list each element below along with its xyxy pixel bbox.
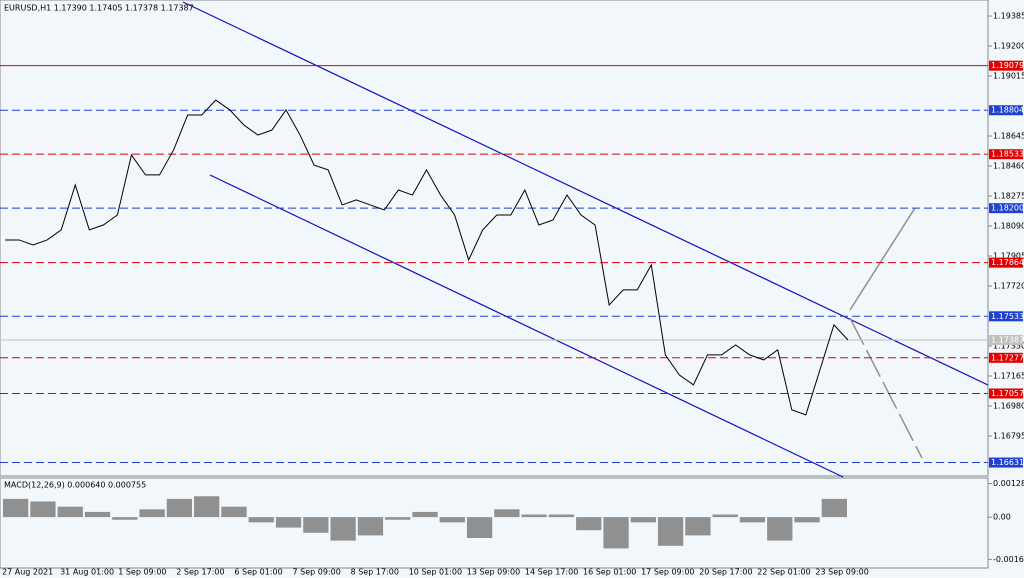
level-label: 1.17533: [991, 312, 1024, 321]
macd-bar: [30, 501, 56, 518]
x-tick-label: 13 Sep 09:00: [467, 568, 520, 577]
y-tick-label: 1.17720: [993, 281, 1024, 290]
y-tick-label: -0.001618: [993, 555, 1024, 564]
y-tick-label: 1.19015: [993, 72, 1024, 81]
y-tick-label: 1.18275: [993, 192, 1024, 201]
level-label-box: [989, 457, 1023, 468]
level-label-box: [989, 105, 1023, 116]
macd-bar: [248, 517, 274, 523]
x-tick-label: 1 Sep 09:00: [118, 568, 166, 577]
y-tick-label: 1.18090: [993, 222, 1024, 231]
level-label-box: [989, 352, 1023, 363]
macd-bar: [494, 509, 520, 518]
macd-bar: [303, 517, 329, 533]
macd-bar: [57, 506, 83, 518]
x-tick-label: 17 Sep 09:00: [641, 568, 694, 577]
x-tick-label: 23 Sep 09:00: [815, 568, 868, 577]
x-tick-label: 10 Sep 01:00: [409, 568, 462, 577]
arrow-down: [849, 317, 923, 459]
y-tick-label: 1.16980: [993, 401, 1024, 410]
level-label-box: [989, 203, 1023, 214]
x-tick-label: 2 Sep 17:00: [176, 568, 224, 577]
macd-bar: [194, 496, 220, 518]
chart-title: EURUSD,H1 1.17390 1.17405 1.17378 1.1738…: [4, 4, 194, 13]
y-tick-label: 1.17350: [993, 341, 1024, 350]
level-label: 1.16631: [991, 458, 1024, 467]
level-label-box: [989, 60, 1023, 71]
macd-bar: [357, 517, 384, 536]
x-tick-label: 6 Sep 01:00: [234, 568, 282, 577]
level-label: 1.18533: [991, 150, 1024, 159]
macd-bar: [521, 514, 547, 518]
y-tick-label: 1.18645: [993, 132, 1024, 141]
level-label: 1.19079: [991, 61, 1024, 70]
x-tick-label: 27 Aug 2021: [2, 568, 53, 577]
macd-panel: [0, 477, 989, 569]
level-label: 1.17387: [991, 335, 1024, 344]
macd-bar: [385, 517, 411, 520]
macd-bar: [439, 517, 465, 523]
y-tick-label: 1.17165: [993, 371, 1024, 380]
macd-bar: [767, 517, 793, 541]
main-panel: [0, 0, 989, 477]
macd-bar: [166, 498, 193, 518]
channel-lower: [209, 174, 844, 478]
y-tick-label: 1.16795: [993, 431, 1024, 440]
macd-bar: [139, 509, 165, 518]
macd-bar: [330, 517, 356, 541]
level-label: 1.18200: [991, 204, 1024, 213]
level-label: 1.17864: [991, 258, 1024, 267]
macd-bar: [603, 517, 629, 549]
macd-bar: [548, 514, 575, 518]
macd-bar: [221, 506, 247, 518]
x-tick-label: 22 Sep 01:00: [757, 568, 810, 577]
macd-bar: [685, 517, 711, 536]
x-tick-label: 14 Sep 17:00: [525, 568, 578, 577]
arrow-up: [849, 207, 916, 311]
y-tick-label: 1.19385: [993, 12, 1024, 21]
macd-title: MACD(12,26,9) 0.000640 0.000755: [4, 481, 146, 490]
y-tick-label: 1.17905: [993, 251, 1024, 260]
level-label: 1.17277: [991, 353, 1024, 362]
level-label-box: [989, 257, 1023, 268]
macd-bar: [3, 498, 29, 518]
x-tick-label: 8 Sep 17:00: [351, 568, 399, 577]
macd-bar: [739, 517, 766, 523]
level-label: 1.18804: [991, 106, 1024, 115]
macd-bar: [712, 514, 738, 518]
macd-bar: [657, 517, 684, 546]
price-line: [5, 99, 849, 416]
macd-bar: [275, 517, 302, 528]
macd-bar: [466, 517, 493, 538]
level-label-box: [989, 149, 1023, 160]
level-label-box: [989, 311, 1023, 322]
macd-bar: [412, 511, 438, 518]
macd-bar: [576, 517, 602, 531]
y-tick-label: 1.18460: [993, 162, 1024, 171]
y-tick-label: 0.001285: [993, 479, 1024, 488]
y-tick-label: 1.19200: [993, 42, 1024, 51]
level-label-box: [989, 388, 1023, 399]
y-tick-label: 0.00: [993, 513, 1011, 522]
x-tick-label: 31 Aug 01:00: [60, 568, 114, 577]
x-tick-label: 16 Sep 01:00: [583, 568, 636, 577]
macd-bar: [630, 517, 656, 523]
level-label: 1.17057: [991, 389, 1024, 398]
macd-bar: [84, 511, 111, 518]
x-tick-label: 7 Sep 09:00: [293, 568, 341, 577]
macd-bar: [794, 517, 820, 523]
macd-bar: [112, 517, 138, 520]
x-tick-label: 20 Sep 17:00: [699, 568, 752, 577]
level-label-box: [989, 334, 1023, 345]
macd-bar: [821, 498, 847, 518]
